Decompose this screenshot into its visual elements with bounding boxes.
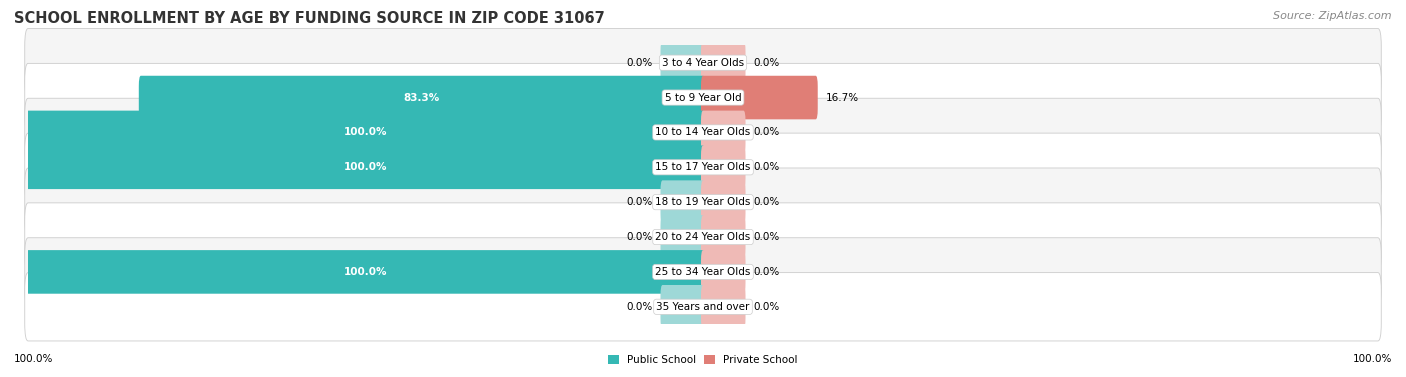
Text: 0.0%: 0.0%: [754, 58, 780, 68]
FancyBboxPatch shape: [139, 76, 704, 120]
Text: 18 to 19 Year Olds: 18 to 19 Year Olds: [655, 197, 751, 207]
FancyBboxPatch shape: [702, 41, 745, 84]
FancyBboxPatch shape: [27, 250, 704, 294]
FancyBboxPatch shape: [661, 180, 704, 224]
FancyBboxPatch shape: [25, 168, 1381, 236]
Text: 10 to 14 Year Olds: 10 to 14 Year Olds: [655, 127, 751, 138]
Text: 100.0%: 100.0%: [344, 127, 387, 138]
Text: 35 Years and over: 35 Years and over: [657, 302, 749, 312]
Text: 15 to 17 Year Olds: 15 to 17 Year Olds: [655, 162, 751, 172]
Text: 100.0%: 100.0%: [1353, 354, 1392, 365]
FancyBboxPatch shape: [25, 98, 1381, 167]
Text: 100.0%: 100.0%: [14, 354, 53, 365]
FancyBboxPatch shape: [702, 146, 745, 189]
Text: 0.0%: 0.0%: [754, 302, 780, 312]
FancyBboxPatch shape: [702, 215, 745, 259]
FancyBboxPatch shape: [702, 285, 745, 329]
FancyBboxPatch shape: [25, 133, 1381, 201]
FancyBboxPatch shape: [25, 63, 1381, 132]
Text: SCHOOL ENROLLMENT BY AGE BY FUNDING SOURCE IN ZIP CODE 31067: SCHOOL ENROLLMENT BY AGE BY FUNDING SOUR…: [14, 11, 605, 26]
Text: 0.0%: 0.0%: [754, 162, 780, 172]
FancyBboxPatch shape: [702, 76, 818, 120]
FancyBboxPatch shape: [661, 41, 704, 84]
Text: 0.0%: 0.0%: [754, 127, 780, 138]
Text: 0.0%: 0.0%: [626, 58, 652, 68]
Text: 100.0%: 100.0%: [344, 162, 387, 172]
Text: 3 to 4 Year Olds: 3 to 4 Year Olds: [662, 58, 744, 68]
FancyBboxPatch shape: [661, 215, 704, 259]
Text: 0.0%: 0.0%: [754, 232, 780, 242]
FancyBboxPatch shape: [702, 110, 745, 154]
FancyBboxPatch shape: [27, 110, 704, 154]
Text: 0.0%: 0.0%: [626, 232, 652, 242]
Text: 83.3%: 83.3%: [404, 92, 440, 103]
FancyBboxPatch shape: [25, 203, 1381, 271]
Text: 16.7%: 16.7%: [825, 92, 859, 103]
Text: 0.0%: 0.0%: [626, 302, 652, 312]
Text: 20 to 24 Year Olds: 20 to 24 Year Olds: [655, 232, 751, 242]
Text: 100.0%: 100.0%: [344, 267, 387, 277]
FancyBboxPatch shape: [661, 285, 704, 329]
FancyBboxPatch shape: [25, 29, 1381, 97]
FancyBboxPatch shape: [27, 146, 704, 189]
FancyBboxPatch shape: [25, 238, 1381, 306]
Text: Source: ZipAtlas.com: Source: ZipAtlas.com: [1274, 11, 1392, 21]
Text: 0.0%: 0.0%: [754, 197, 780, 207]
Text: 5 to 9 Year Old: 5 to 9 Year Old: [665, 92, 741, 103]
Text: 0.0%: 0.0%: [754, 267, 780, 277]
FancyBboxPatch shape: [25, 273, 1381, 341]
Text: 0.0%: 0.0%: [626, 197, 652, 207]
FancyBboxPatch shape: [702, 250, 745, 294]
Legend: Public School, Private School: Public School, Private School: [605, 351, 801, 369]
FancyBboxPatch shape: [702, 180, 745, 224]
Text: 25 to 34 Year Olds: 25 to 34 Year Olds: [655, 267, 751, 277]
